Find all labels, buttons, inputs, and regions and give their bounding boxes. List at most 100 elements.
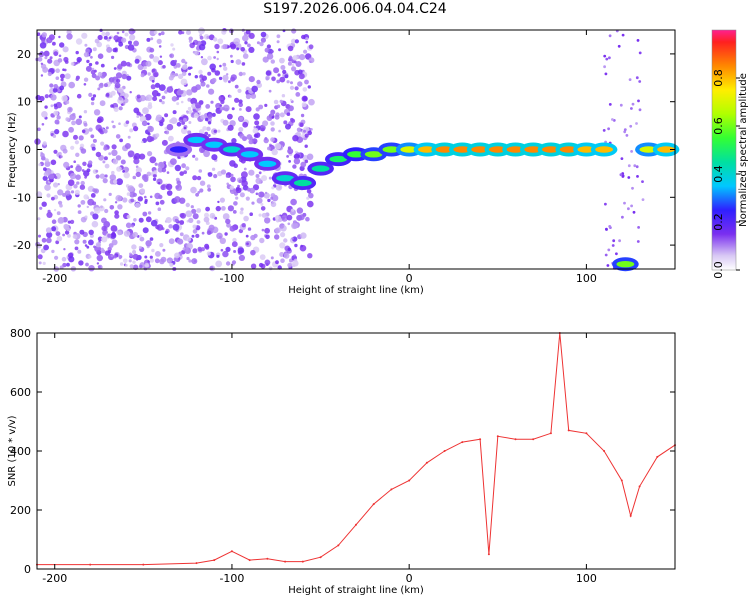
spectrogram-noise-cell (229, 160, 236, 167)
spectrogram-noise-cell (242, 72, 246, 76)
spectrogram-noise-cell (286, 155, 289, 158)
spectrogram-noise-cell (280, 258, 285, 264)
spectrogram-noise-cell (85, 65, 92, 72)
spectrogram-noise-cell (174, 59, 178, 63)
spectrogram-noise-cell (294, 243, 298, 248)
spectrogram-noise-cell (121, 73, 128, 80)
spectrogram-noise-cell (247, 227, 252, 231)
spectrogram-noise-cell (238, 254, 245, 261)
spectrogram-noise-cell (198, 44, 206, 51)
spectrogram-noise-cell (74, 140, 79, 145)
spectrogram-noise-cell (260, 206, 266, 211)
spectrogram-noise-cell (242, 121, 249, 128)
spectrogram-noise-cell (70, 145, 75, 150)
spectrogram-noise-cell (41, 123, 45, 126)
spectrogram-noise-cell (111, 55, 115, 60)
spectrogram-noise-cell (195, 84, 202, 91)
spectrogram-noise-cell (233, 201, 238, 206)
spectrogram-noise-cell (86, 168, 91, 173)
spectrogram-noise-cell (139, 236, 145, 242)
spectrogram-noise-cell (131, 224, 134, 228)
spectrogram-noise-cell (188, 121, 192, 124)
spectrogram-noise-cell (270, 201, 277, 208)
spectrogram-noise-cell (144, 195, 147, 199)
spectrogram-noise-cell (52, 41, 56, 46)
spectrogram-noise-cell (91, 220, 99, 228)
spectrogram-noise-cell (245, 196, 250, 201)
spectrogram-noise-cell (199, 180, 206, 186)
spectrogram-noise-cell (608, 225, 612, 228)
spectrogram-noise-cell (618, 239, 621, 243)
spectrogram-noise-cell (227, 113, 233, 120)
spectrogram-noise-cell (244, 41, 248, 45)
spectrogram-noise-cell (194, 75, 198, 79)
spectrogram-noise-cell (53, 51, 59, 57)
spectrogram-noise-cell (215, 260, 223, 268)
spectrogram-noise-cell (206, 184, 211, 189)
spectrogram-noise-cell (115, 155, 122, 161)
spectrogram-noise-cell (165, 217, 172, 224)
spectrogram-noise-cell (83, 110, 88, 114)
spectrogram-noise-cell (294, 39, 299, 44)
spectrogram-noise-cell (58, 217, 64, 223)
spectrogram-noise-cell (236, 47, 240, 51)
spectrogram-noise-cell (264, 191, 268, 195)
spectrogram-noise-cell (157, 60, 163, 66)
spectrogram-noise-cell (632, 210, 636, 214)
spectrogram-noise-cell (72, 234, 78, 239)
spectrogram-ytick-label: -20 (13, 239, 31, 252)
spectrogram-noise-cell (611, 244, 615, 247)
spectrogram-noise-cell (187, 106, 192, 111)
spectrogram-noise-cell (195, 102, 202, 109)
snr-plot-area (37, 333, 675, 569)
spectrogram-noise-cell (264, 259, 271, 266)
spectrogram-noise-cell (307, 253, 313, 259)
spectrogram-noise-cell (206, 251, 211, 256)
spectrogram-noise-cell (125, 120, 130, 124)
spectrogram-noise-cell (58, 54, 62, 58)
spectrogram-noise-cell (241, 223, 246, 228)
spectrogram-noise-cell (69, 113, 76, 121)
spectrogram-noise-cell (159, 199, 165, 205)
spectrogram-noise-cell (621, 215, 624, 219)
spectrogram-noise-cell (258, 191, 265, 198)
spectrogram-noise-cell (49, 83, 54, 88)
spectrogram-noise-cell (103, 156, 108, 161)
spectrogram-noise-cell (111, 170, 115, 175)
spectrogram-noise-cell (117, 204, 123, 210)
spectrogram-noise-cell (149, 156, 157, 164)
spectrogram-noise-cell (143, 177, 149, 183)
spectrogram-noise-cell (270, 196, 274, 200)
spectrogram-noise-cell (61, 95, 68, 102)
spectrogram-noise-cell (213, 129, 217, 133)
spectrogram-noise-cell (51, 219, 57, 224)
spectrogram-noise-cell (94, 38, 100, 44)
spectrogram-noise-cell (153, 170, 158, 175)
spectrogram-noise-cell (192, 248, 198, 254)
spectrogram-noise-cell (271, 50, 274, 53)
spectrogram-noise-cell (631, 186, 634, 190)
spectrogram-noise-cell (44, 105, 48, 109)
spectrogram-noise-cell (238, 102, 243, 108)
spectrogram-noise-cell (239, 116, 244, 121)
spectrogram-noise-cell (191, 208, 197, 214)
spectrogram-noise-cell (255, 107, 260, 112)
spectrogram-noise-cell (151, 79, 155, 83)
spectrogram-noise-cell (56, 211, 61, 216)
spectrogram-noise-cell (62, 233, 65, 237)
spectrogram-noise-cell (196, 220, 201, 224)
spectrogram-noise-cell (149, 47, 155, 53)
spectrogram-noise-cell (211, 154, 218, 161)
spectrogram-noise-cell (123, 258, 128, 264)
spectrogram-noise-cell (114, 201, 118, 204)
spectrogram-noise-cell (251, 85, 258, 93)
spectrogram-noise-cell (41, 111, 48, 118)
spectrogram-noise-cell (65, 117, 70, 122)
spectrogram-noise-cell (121, 37, 127, 43)
spectrogram-noise-cell (258, 213, 262, 217)
spectrogram-noise-cell (220, 99, 225, 105)
spectrogram-noise-cell (291, 208, 295, 212)
spectrogram-noise-cell (225, 246, 231, 252)
spectrogram-noise-cell (213, 37, 218, 42)
spectrogram-noise-cell (60, 78, 64, 82)
